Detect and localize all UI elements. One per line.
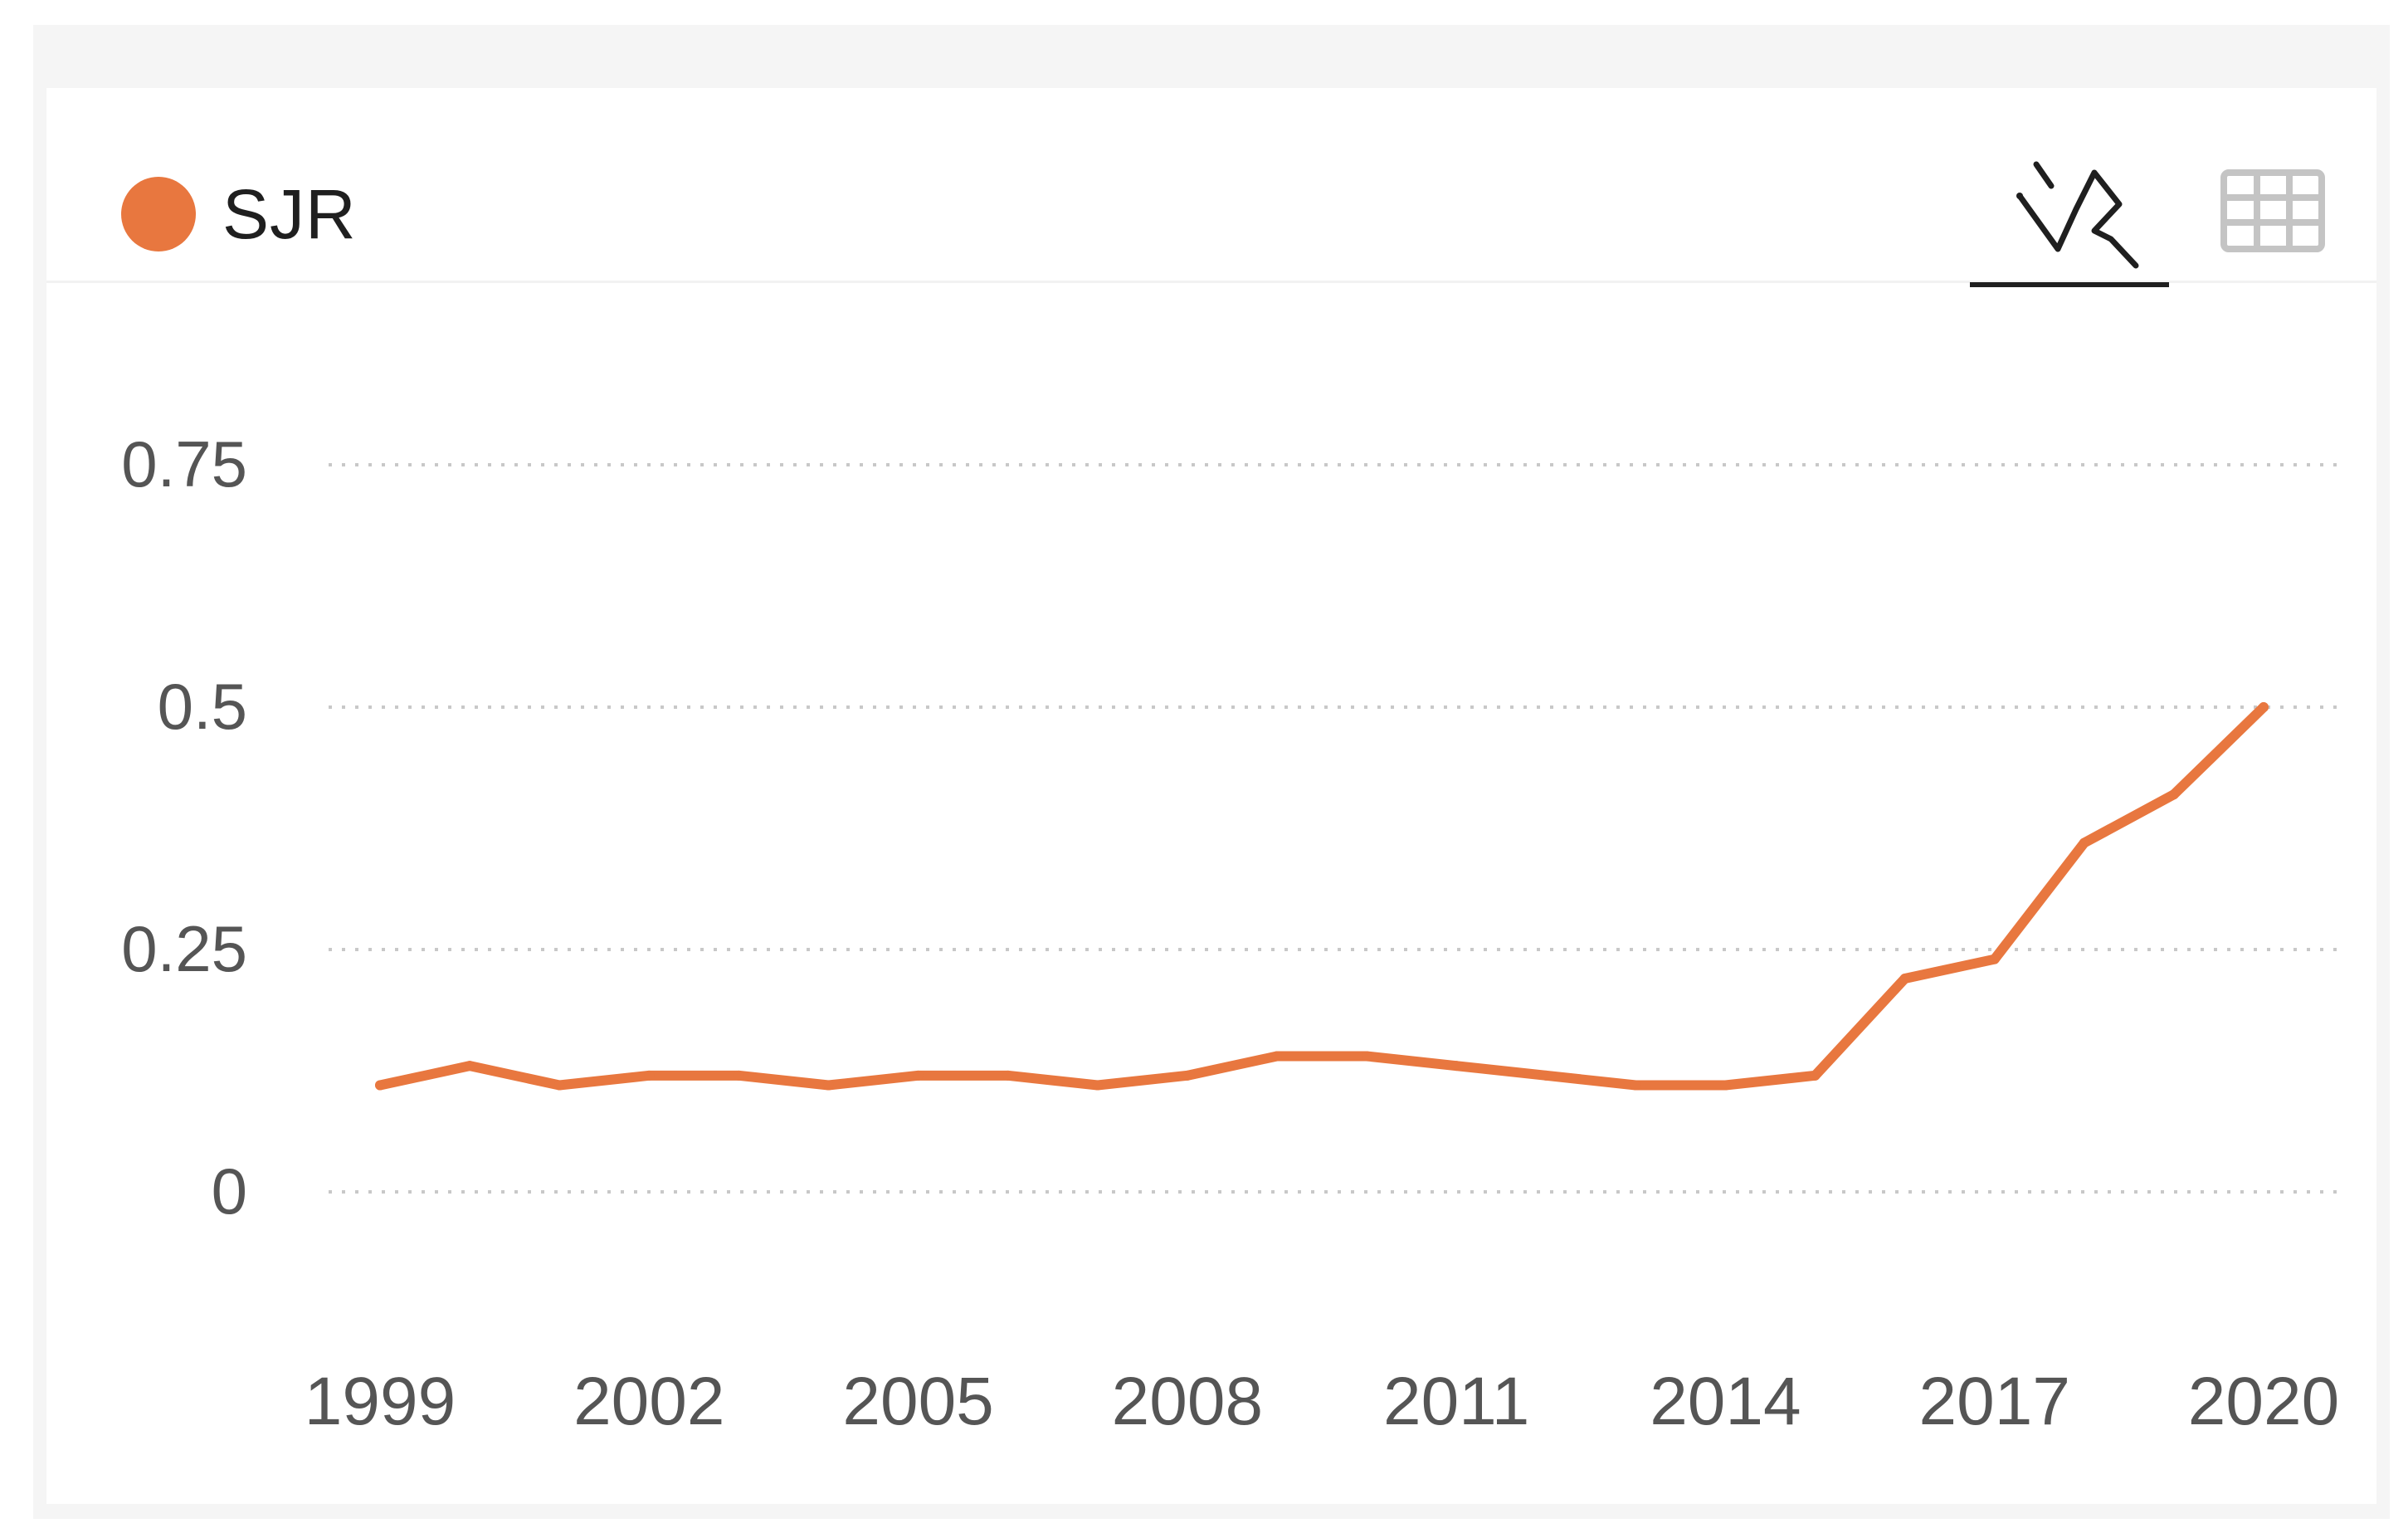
- data-point[interactable]: [913, 1070, 924, 1081]
- data-point[interactable]: [1451, 1061, 1462, 1072]
- x-tick-label: 2008: [1112, 1364, 1263, 1439]
- x-tick-label: 1999: [305, 1364, 456, 1439]
- data-point[interactable]: [2259, 702, 2269, 712]
- data-point[interactable]: [1989, 954, 2000, 964]
- x-tick-label: 2017: [1919, 1364, 2070, 1439]
- data-point[interactable]: [554, 1080, 565, 1091]
- data-point[interactable]: [375, 1080, 385, 1091]
- data-point[interactable]: [2168, 789, 2179, 800]
- y-tick-label: 0.5: [158, 670, 247, 743]
- data-point[interactable]: [2079, 837, 2089, 848]
- x-tick-label: 2011: [1383, 1364, 1529, 1439]
- legend[interactable]: SJR: [121, 174, 357, 254]
- active-tab-indicator: [1970, 282, 2169, 287]
- data-point[interactable]: [644, 1070, 655, 1081]
- table-grid-icon: [2220, 169, 2325, 252]
- y-tick-label: 0.25: [121, 912, 247, 985]
- data-point[interactable]: [1631, 1080, 1641, 1091]
- data-point[interactable]: [1362, 1051, 1372, 1062]
- chart-header: SJR: [46, 88, 2376, 287]
- x-tick-label: 2014: [1650, 1364, 1801, 1439]
- data-point[interactable]: [1002, 1070, 1013, 1081]
- series-line-sjr[interactable]: [375, 702, 2269, 1091]
- data-point[interactable]: [1810, 1070, 1821, 1081]
- tab-chart-view[interactable]: [1970, 148, 2169, 287]
- data-point[interactable]: [465, 1061, 475, 1072]
- data-point[interactable]: [734, 1070, 744, 1081]
- tab-table-view[interactable]: [2215, 164, 2332, 264]
- legend-label: SJR: [222, 174, 357, 253]
- x-tick-label: 2020: [2188, 1364, 2339, 1439]
- data-point[interactable]: [1541, 1070, 1552, 1081]
- data-point[interactable]: [823, 1080, 834, 1091]
- line-chart: 0 0.25 0.5 0.75 1999 2002 2005 2008 2011 2014 201…: [121, 427, 2339, 1439]
- x-tick-label: 2005: [842, 1364, 993, 1439]
- data-point[interactable]: [1092, 1080, 1103, 1091]
- data-point[interactable]: [1182, 1070, 1192, 1081]
- y-tick-label: 0: [212, 1155, 247, 1228]
- legend-swatch: [121, 177, 196, 251]
- y-tick-label: 0.75: [121, 427, 247, 500]
- x-tick-label: 2002: [573, 1364, 724, 1439]
- line-chart-icon: [2016, 161, 2139, 269]
- data-point[interactable]: [1720, 1080, 1731, 1091]
- data-point[interactable]: [1899, 974, 1910, 984]
- data-point[interactable]: [1271, 1051, 1282, 1062]
